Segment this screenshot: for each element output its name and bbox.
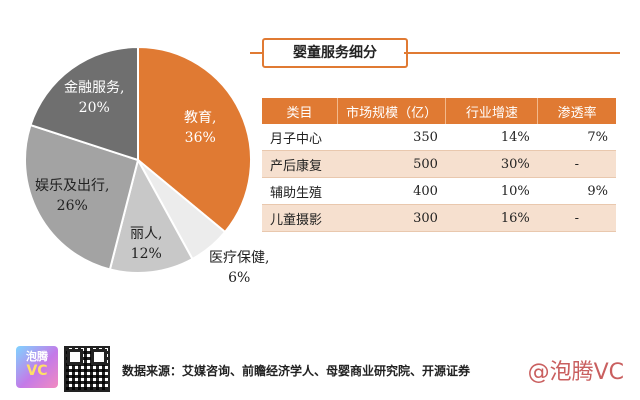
column-header: 市场规模（亿） <box>337 98 447 124</box>
table-row: 儿童摄影 300 16% - <box>262 204 616 232</box>
slice-name: 医疗保健, <box>209 250 270 266</box>
title-rule-left <box>250 52 262 54</box>
table-row: 产后康复 500 30% - <box>262 150 616 178</box>
column-header: 行业增速 <box>445 98 539 124</box>
pie-chart <box>24 45 252 274</box>
table-cell: 儿童摄影 <box>262 204 338 232</box>
pie-slice-5 <box>29 45 139 162</box>
table-cell: 500 <box>337 150 446 178</box>
brand-logo: 泡腾 VC <box>16 346 58 388</box>
table-row: 辅助生殖 400 10% 9% <box>262 177 616 205</box>
table-cell: 10% <box>445 177 538 205</box>
pie-slice-label: 金融服务, 20% <box>64 78 124 118</box>
table-cell: - <box>537 150 616 178</box>
table-cell: 月子中心 <box>262 124 338 151</box>
table-cell: 14% <box>445 124 538 151</box>
slice-value: 6% <box>228 270 251 286</box>
pie-slice-4 <box>24 123 140 271</box>
column-header: 类目 <box>262 98 338 124</box>
column-header: 渗透率 <box>537 98 616 124</box>
slice-value: 26% <box>56 198 88 214</box>
slice-value: 36% <box>184 130 216 146</box>
pie-slice-1 <box>137 45 252 234</box>
slice-name: 娱乐及出行, <box>35 178 110 194</box>
pie-slice-label: 教育, 36% <box>184 108 216 148</box>
pie-slice-label: 丽人, 12% <box>130 224 162 264</box>
pie-slice-label: 娱乐及出行, 26% <box>35 176 109 216</box>
watermark: @泡腾VC <box>525 354 626 386</box>
table-cell: 400 <box>337 177 446 205</box>
table-cell: - <box>537 204 616 232</box>
footer: 泡腾 VC 数据来源：艾媒咨询、前瞻经济学人、母婴商业研究院、开源证券 @泡腾V… <box>0 340 640 400</box>
slice-name: 丽人, <box>130 226 163 242</box>
table-cell: 7% <box>537 124 616 151</box>
title-rule-right <box>404 52 620 54</box>
slice-name: 教育, <box>184 110 217 126</box>
qr-code-icon <box>64 346 110 392</box>
pie-slice-3 <box>108 157 194 274</box>
table-cell: 30% <box>445 150 538 178</box>
data-source: 数据来源：艾媒咨询、前瞻经济学人、母婴商业研究院、开源证券 <box>122 364 471 378</box>
table-cell: 9% <box>537 177 616 205</box>
table-cell: 300 <box>337 204 446 232</box>
table-title: 婴童服务细分 <box>262 38 408 68</box>
table-cell: 16% <box>445 204 538 232</box>
table-cell: 辅助生殖 <box>262 177 338 205</box>
pie-slice-label: 医疗保健, 6% <box>209 248 269 288</box>
logo-text-top: 泡腾 <box>26 350 48 363</box>
table-row: 月子中心 350 14% 7% <box>262 124 616 151</box>
market-table: 类目 市场规模（亿） 行业增速 渗透率 月子中心 350 14% 7% 产后康复… <box>262 98 616 232</box>
slice-name: 金融服务, <box>64 80 125 96</box>
slice-value: 20% <box>78 100 110 116</box>
table-header-row: 类目 市场规模（亿） 行业增速 渗透率 <box>262 98 616 124</box>
table-cell: 产后康复 <box>262 150 338 178</box>
logo-text-bottom: VC <box>26 363 48 379</box>
slice-value: 12% <box>130 246 162 262</box>
table-cell: 350 <box>337 124 446 151</box>
